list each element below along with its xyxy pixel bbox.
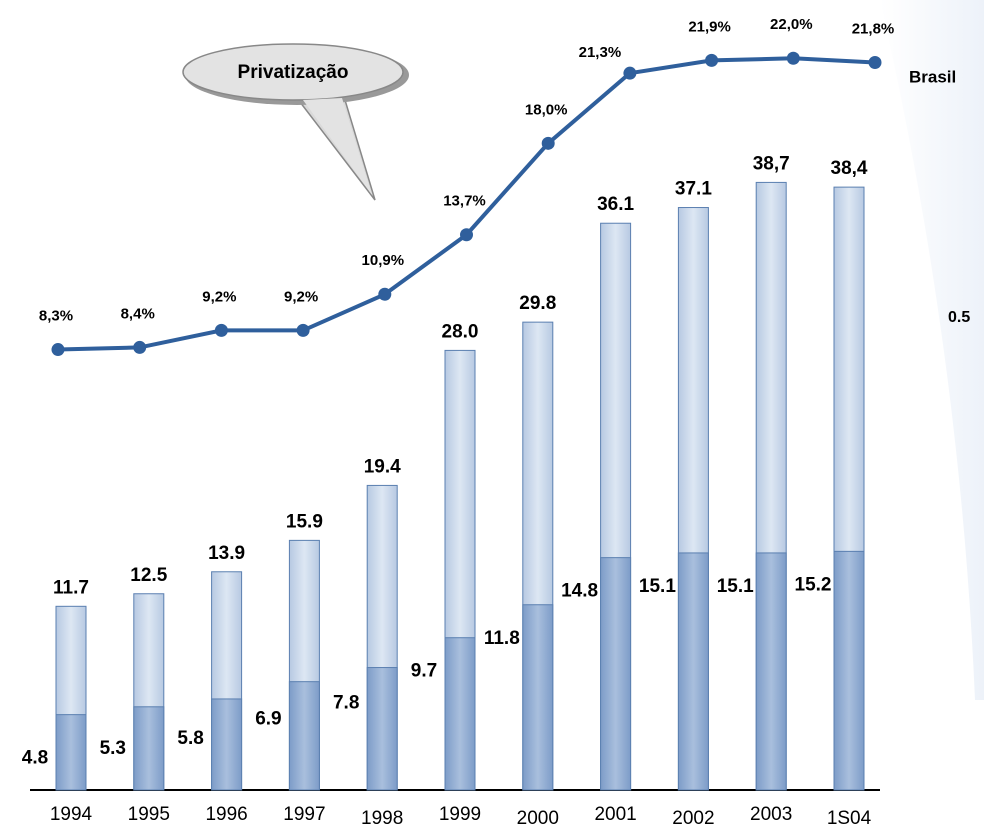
data-label: 15.9 [286, 511, 323, 532]
bar [522, 604, 554, 791]
data-label: 36.1 [597, 194, 634, 215]
data-label: 4.8 [22, 748, 48, 769]
data-label: 8,4% [121, 305, 155, 322]
x-tick-label: 1997 [283, 804, 325, 825]
line-point [623, 66, 637, 80]
x-tick-label: 2000 [517, 808, 559, 829]
data-label: 22,0% [770, 16, 813, 33]
x-tick-label: 1S04 [827, 808, 872, 829]
data-label: 19.4 [364, 456, 401, 477]
data-label: 38,4 [831, 158, 868, 179]
data-label: 21,9% [688, 18, 731, 35]
annotation: Privatização [238, 62, 349, 83]
data-label: 9.7 [411, 661, 437, 682]
data-label: 21,8% [852, 21, 895, 38]
bar [288, 681, 320, 791]
line-point [214, 323, 228, 337]
bar [211, 698, 243, 791]
data-label: 14.8 [561, 581, 598, 602]
line-point [51, 343, 65, 357]
line-point [378, 287, 392, 301]
line-point [868, 56, 882, 70]
data-label: 12.5 [130, 565, 167, 586]
x-tick-label: 1994 [50, 804, 93, 825]
bar [677, 552, 709, 791]
data-label: 37.1 [675, 179, 712, 200]
data-label: 29.8 [519, 293, 556, 314]
line-point [786, 51, 800, 65]
bar [444, 637, 476, 791]
data-label: 6.9 [255, 709, 281, 730]
bar [133, 706, 165, 791]
annotation: 0.5 [948, 309, 970, 326]
x-tick-label: 1999 [439, 804, 481, 825]
data-label: 13,7% [443, 193, 486, 210]
data-label: 5.8 [177, 728, 203, 749]
data-label: 15.1 [717, 576, 754, 597]
bar [833, 550, 865, 791]
line-point [133, 340, 147, 354]
background-shape [880, 0, 984, 700]
data-label: 38,7 [753, 153, 790, 174]
x-tick-label: 2003 [750, 804, 792, 825]
callout-join [303, 98, 372, 195]
callout [182, 43, 404, 101]
data-label: 7.8 [333, 693, 359, 714]
data-label: 8,3% [39, 308, 73, 325]
data-label: 11.8 [484, 628, 520, 649]
bar [366, 667, 398, 791]
data-label: 15.2 [795, 574, 832, 595]
x-tick-label: 1995 [128, 804, 170, 825]
x-tick-label: 1998 [361, 808, 403, 829]
data-label: 28.0 [442, 321, 479, 342]
x-tick-label: 2002 [672, 808, 714, 829]
data-label: 21,3% [579, 44, 622, 61]
data-label: 5.3 [100, 738, 126, 759]
bar [600, 557, 632, 791]
bar [55, 714, 87, 791]
x-tick-label: 2001 [594, 804, 636, 825]
data-label: 9,2% [202, 288, 236, 305]
line-point [541, 136, 555, 150]
x-tick-label: 1996 [205, 804, 247, 825]
bar [755, 552, 787, 791]
data-label: 13.9 [208, 543, 245, 564]
data-label: 11.7 [53, 577, 89, 598]
data-label: 18,0% [525, 101, 568, 118]
data-label: 9,2% [284, 288, 318, 305]
data-label: 15.1 [639, 576, 676, 597]
line-point [460, 228, 473, 242]
data-label: 10,9% [362, 252, 405, 269]
line-point [705, 53, 719, 67]
line-point [296, 323, 310, 337]
legend-label: Brasil [909, 67, 956, 86]
